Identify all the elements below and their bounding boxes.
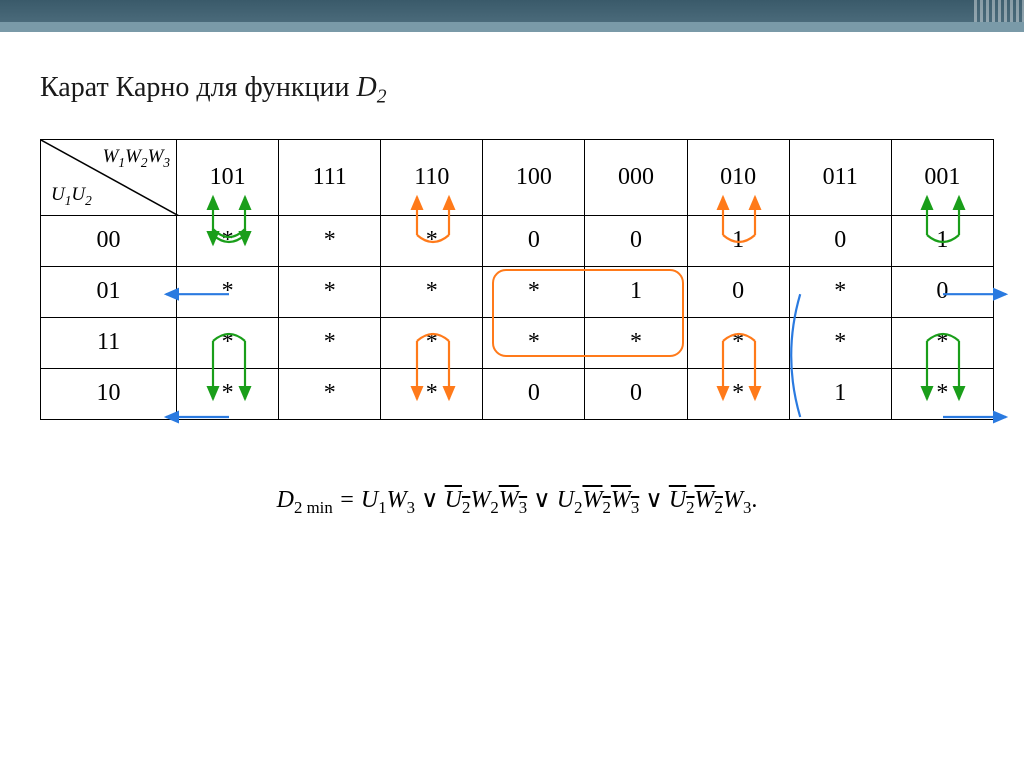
- col-hdr-7: 001: [891, 139, 993, 215]
- cell-2-2: *: [381, 317, 483, 368]
- cell-1-6: *: [789, 266, 891, 317]
- row-hdr-3: 10: [41, 368, 177, 419]
- cell-3-6: 1: [789, 368, 891, 419]
- col-hdr-4: 000: [585, 139, 687, 215]
- title-text: Карат Карно для функции: [40, 72, 356, 103]
- kmap-wrapper: W1W2W3 U1U2 101 111 110 100 000 010 011 …: [40, 139, 994, 420]
- cell-0-3: 0: [483, 215, 585, 266]
- cell-2-7: *: [891, 317, 993, 368]
- col-hdr-2: 110: [381, 139, 483, 215]
- row-hdr-2: 11: [41, 317, 177, 368]
- cell-0-7: 1: [891, 215, 993, 266]
- col-hdr-6: 011: [789, 139, 891, 215]
- cell-0-0: *: [177, 215, 279, 266]
- cell-3-2: *: [381, 368, 483, 419]
- col-hdr-3: 100: [483, 139, 585, 215]
- corner-bot-label: U1U2: [51, 184, 92, 209]
- cell-3-7: *: [891, 368, 993, 419]
- title-sub: 2: [377, 87, 387, 108]
- cell-3-5: *: [687, 368, 789, 419]
- cell-2-4: *: [585, 317, 687, 368]
- cell-3-3: 0: [483, 368, 585, 419]
- cell-3-0: *: [177, 368, 279, 419]
- cell-1-4: 1: [585, 266, 687, 317]
- cell-1-2: *: [381, 266, 483, 317]
- karnaugh-map: W1W2W3 U1U2 101 111 110 100 000 010 011 …: [40, 139, 994, 420]
- header-gradient-bar: [0, 0, 1024, 22]
- cell-0-1: *: [279, 215, 381, 266]
- cell-1-3: *: [483, 266, 585, 317]
- cell-0-6: 0: [789, 215, 891, 266]
- page-title: Карат Карно для функции D2: [40, 72, 994, 109]
- cell-2-5: *: [687, 317, 789, 368]
- cell-3-4: 0: [585, 368, 687, 419]
- col-hdr-0: 101: [177, 139, 279, 215]
- cell-2-1: *: [279, 317, 381, 368]
- cell-0-5: 1: [687, 215, 789, 266]
- corner-cell: W1W2W3 U1U2: [41, 139, 177, 215]
- cell-2-0: *: [177, 317, 279, 368]
- title-var: D: [356, 72, 376, 103]
- corner-top-label: W1W2W3: [103, 146, 170, 171]
- cell-0-4: 0: [585, 215, 687, 266]
- cell-2-3: *: [483, 317, 585, 368]
- cell-1-5: 0: [687, 266, 789, 317]
- col-hdr-5: 010: [687, 139, 789, 215]
- header-sub-bar: [0, 22, 1024, 32]
- formula: D2 min = U1W3 ∨ U2W2W3 ∨ U2W2W3 ∨ U2W2W3…: [40, 485, 994, 518]
- row-hdr-1: 01: [41, 266, 177, 317]
- cell-1-1: *: [279, 266, 381, 317]
- row-hdr-0: 00: [41, 215, 177, 266]
- cell-1-7: 0: [891, 266, 993, 317]
- slide-content: Карат Карно для функции D2 W1W2W3 U1U2 1…: [0, 32, 1024, 517]
- cell-3-1: *: [279, 368, 381, 419]
- cell-2-6: *: [789, 317, 891, 368]
- cell-1-0: *: [177, 266, 279, 317]
- cell-0-2: *: [381, 215, 483, 266]
- col-hdr-1: 111: [279, 139, 381, 215]
